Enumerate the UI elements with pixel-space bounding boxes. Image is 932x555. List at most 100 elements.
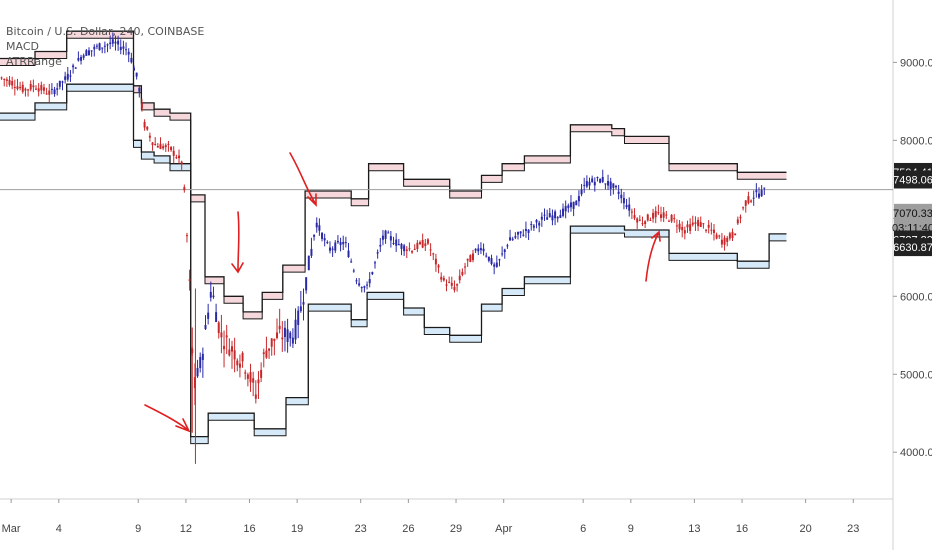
candle-body — [16, 86, 19, 90]
candle-body — [681, 226, 684, 231]
candle-body — [225, 335, 228, 338]
candle-body — [307, 255, 310, 271]
candle-body — [193, 377, 196, 389]
x-tick-label: Mar — [2, 523, 21, 535]
candle-body — [522, 234, 525, 236]
candle-body — [215, 312, 218, 323]
candle-body — [702, 223, 705, 225]
candle-body — [760, 190, 763, 197]
candle-body — [185, 235, 188, 237]
candle-body — [313, 234, 316, 237]
annotation-arrow — [231, 211, 244, 274]
candle-body — [310, 248, 313, 256]
candle-body — [546, 217, 549, 220]
candle-body — [450, 282, 453, 286]
candle-body — [609, 181, 612, 189]
price-tag-bg — [894, 203, 932, 222]
candle-body — [588, 181, 591, 186]
candle-body — [501, 253, 504, 255]
candle-body — [567, 205, 570, 209]
y-tick-label: 6000.00 — [900, 291, 932, 303]
candle-body — [344, 242, 347, 244]
candle-body — [707, 224, 710, 228]
candle-body — [599, 179, 602, 183]
candle-body — [604, 183, 607, 185]
candle-body — [217, 322, 220, 333]
candle-body — [426, 239, 429, 244]
candle-body — [254, 394, 257, 399]
candle-body — [495, 262, 498, 267]
candle-body — [384, 230, 387, 239]
upper-band-fill — [449, 191, 482, 199]
candle-body — [135, 72, 138, 77]
legend-indicator-atrrange: ATRRange — [6, 55, 62, 68]
candle-body — [720, 239, 723, 245]
candle-body — [167, 143, 170, 145]
candle-body — [27, 89, 30, 91]
candle-body — [98, 43, 101, 51]
candle-body — [170, 146, 173, 151]
candle-body — [305, 277, 308, 291]
candle-body — [572, 201, 575, 209]
candle-body — [583, 184, 586, 186]
candle-body — [548, 213, 551, 218]
lower-band-fill — [141, 152, 155, 160]
upper-band-fill — [769, 172, 787, 180]
candle-body — [29, 83, 32, 90]
candle-body — [37, 88, 40, 92]
upper-band-fill — [668, 163, 738, 171]
price-tag-bg — [894, 238, 932, 257]
candle-body — [106, 44, 109, 46]
candle-body — [21, 84, 24, 92]
candle-body — [339, 242, 342, 246]
candle-body — [660, 214, 663, 218]
candle-body — [652, 212, 655, 219]
lower-band-fill — [449, 335, 482, 343]
x-tick-label: 9 — [135, 523, 141, 535]
lower-band-fill — [624, 230, 669, 238]
candle-body — [747, 196, 750, 204]
candle-body — [87, 50, 90, 56]
candle-body — [35, 88, 38, 90]
upper-band-fill — [570, 124, 612, 132]
candle-body — [556, 217, 559, 219]
price-tag-label: 7070.33 — [893, 208, 932, 220]
candle-body — [140, 103, 143, 109]
candle-body — [276, 332, 279, 339]
candle-body — [562, 208, 565, 216]
lower-band-fill — [481, 304, 503, 312]
candle-body — [718, 235, 721, 237]
candle-body — [458, 275, 461, 281]
candle-body — [461, 271, 464, 275]
legend-indicator-macd: MACD — [6, 40, 39, 53]
lower-band-fill — [668, 253, 738, 261]
candle-body — [479, 248, 482, 251]
candle-body — [670, 214, 673, 222]
candle-body — [199, 357, 202, 369]
candle-body — [511, 238, 514, 240]
candle-body — [45, 93, 48, 95]
candle-body — [381, 235, 384, 240]
candle-body — [466, 258, 469, 261]
upper-band-fill — [243, 311, 263, 319]
candle-body — [72, 65, 75, 68]
x-tick-label: 20 — [799, 523, 811, 535]
candle-body — [223, 345, 226, 350]
candle-body — [360, 287, 363, 289]
candle-body — [5, 79, 8, 81]
candle-body — [347, 250, 350, 257]
candle-body — [358, 283, 361, 286]
price-tag-label: 7498.06 — [893, 174, 932, 186]
candle-body — [482, 248, 485, 252]
candle-body — [368, 279, 371, 284]
candle-body — [178, 155, 181, 159]
candle-body — [575, 200, 578, 206]
candle-body — [228, 349, 231, 356]
candle-body — [328, 247, 331, 251]
upper-band-line-bot — [0, 37, 787, 320]
candle-body — [291, 337, 294, 344]
x-tick-label: 13 — [688, 523, 700, 535]
candle-body — [85, 50, 88, 56]
